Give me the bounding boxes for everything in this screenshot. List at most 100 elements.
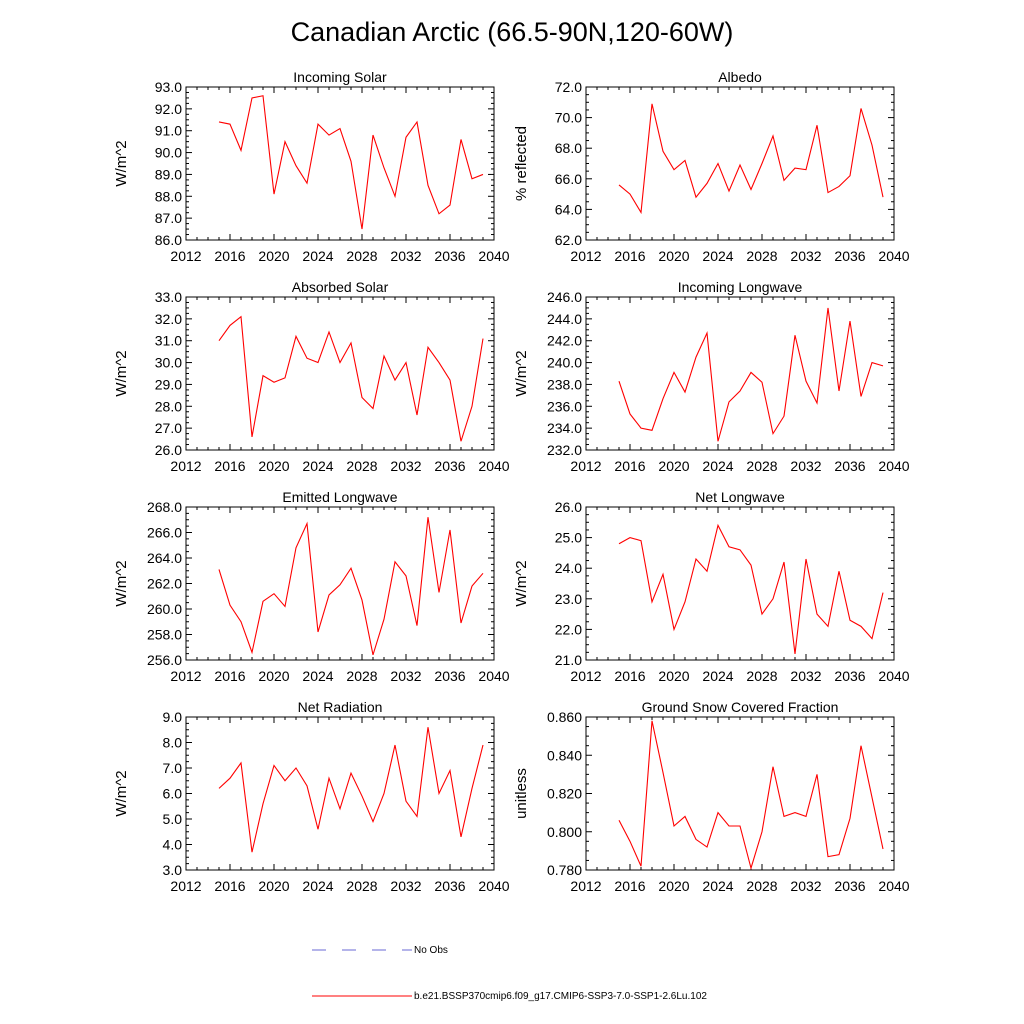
net-radiation-y-axis-label: W/m^2 <box>113 770 130 816</box>
emitted-longwave-x-tick-label: 2028 <box>346 668 377 684</box>
net-radiation-x-tick-label: 2016 <box>214 878 245 894</box>
emitted-longwave-y-tick-label: 256.0 <box>147 652 182 668</box>
panel-incoming-solar: Incoming Solar W/m^2 2012 2016 2020 2024 2028 2… <box>113 69 510 264</box>
incoming-longwave-x-tick-label: 2016 <box>614 458 645 474</box>
ground-snow-covered-fraction-title: Ground Snow Covered Fraction <box>642 699 839 715</box>
net-radiation-x-tick-label: 2024 <box>302 878 333 894</box>
emitted-longwave-x-tick-label: 2024 <box>302 668 333 684</box>
emitted-longwave-x-tick-label: 2040 <box>478 668 509 684</box>
emitted-longwave-series-line <box>218 517 484 656</box>
panel-absorbed-solar: Absorbed Solar W/m^2 2012 2016 2020 2024 2028 2… <box>113 279 510 474</box>
net-radiation-x-tick-label: 2020 <box>258 878 289 894</box>
net-longwave-y-tick-label: 21.0 <box>555 652 582 668</box>
figure-title: Canadian Arctic (66.5-90N,120-60W) <box>291 17 734 47</box>
albedo-y-tick-label: 72.0 <box>555 79 582 95</box>
emitted-longwave-x-tick-label: 2036 <box>434 668 465 684</box>
albedo-x-tick-label: 2032 <box>790 248 821 264</box>
legend-model-label: b.e21.BSSP370cmip6.f09_g17.CMIP6-SSP3-7.… <box>414 991 707 1002</box>
emitted-longwave-y-tick-label: 266.0 <box>147 525 182 541</box>
net-longwave-y-tick-label: 22.0 <box>555 621 582 637</box>
incoming-solar-y-tick-label: 92.0 <box>155 101 182 117</box>
net-radiation-y-tick-label: 8.0 <box>163 735 183 751</box>
emitted-longwave-y-tick-label: 262.0 <box>147 576 182 592</box>
incoming-solar-y-tick-label: 86.0 <box>155 232 182 248</box>
ground-snow-covered-fraction-y-tick-label: 0.800 <box>547 824 582 840</box>
net-radiation-x-tick-label: 2040 <box>478 878 509 894</box>
albedo-y-tick-label: 62.0 <box>555 232 582 248</box>
incoming-longwave-y-tick-label: 242.0 <box>547 333 582 349</box>
incoming-solar-y-tick-label: 91.0 <box>155 123 182 139</box>
absorbed-solar-y-tick-label: 31.0 <box>155 333 182 349</box>
albedo-y-tick-label: 70.0 <box>555 110 582 126</box>
net-longwave-y-tick-label: 23.0 <box>555 591 582 607</box>
net-radiation-y-tick-label: 5.0 <box>163 811 183 827</box>
absorbed-solar-y-tick-label: 27.0 <box>155 420 182 436</box>
incoming-solar-x-tick-label: 2032 <box>390 248 421 264</box>
incoming-longwave-x-tick-label: 2020 <box>658 458 689 474</box>
ground-snow-covered-fraction-y-axis-label: unitless <box>513 768 530 819</box>
net-radiation-x-tick-label: 2028 <box>346 878 377 894</box>
incoming-solar-y-tick-label: 90.0 <box>155 145 182 161</box>
incoming-longwave-y-tick-label: 234.0 <box>547 420 582 436</box>
incoming-solar-x-tick-label: 2012 <box>170 248 201 264</box>
absorbed-solar-y-tick-label: 30.0 <box>155 355 182 371</box>
net-radiation-y-tick-label: 3.0 <box>163 862 183 878</box>
incoming-solar-plot-frame <box>185 86 495 241</box>
emitted-longwave-y-tick-label: 268.0 <box>147 499 182 515</box>
absorbed-solar-series-line <box>218 315 484 442</box>
incoming-longwave-title: Incoming Longwave <box>678 279 803 295</box>
albedo-x-tick-label: 2012 <box>570 248 601 264</box>
ground-snow-covered-fraction-x-tick-label: 2032 <box>790 878 821 894</box>
incoming-longwave-x-tick-label: 2032 <box>790 458 821 474</box>
net-radiation-x-tick-label: 2036 <box>434 878 465 894</box>
incoming-solar-y-tick-label: 89.0 <box>155 166 182 182</box>
incoming-longwave-y-tick-label: 240.0 <box>547 355 582 371</box>
albedo-title: Albedo <box>718 69 762 85</box>
emitted-longwave-y-tick-label: 258.0 <box>147 627 182 643</box>
net-longwave-y-tick-label: 24.0 <box>555 560 582 576</box>
panel-albedo: Albedo % reflected 2012 2016 2020 2024 2028 203… <box>513 69 910 264</box>
net-longwave-x-tick-label: 2040 <box>878 668 909 684</box>
absorbed-solar-title: Absorbed Solar <box>292 279 389 295</box>
ground-snow-covered-fraction-y-tick-label: 0.840 <box>547 747 582 763</box>
incoming-solar-x-tick-label: 2024 <box>302 248 333 264</box>
incoming-solar-y-tick-label: 88.0 <box>155 188 182 204</box>
absorbed-solar-plot-frame <box>185 296 495 451</box>
panel-net-longwave: Net Longwave W/m^2 2012 2016 2020 2024 2028 203… <box>513 489 910 684</box>
absorbed-solar-x-tick-label: 2024 <box>302 458 333 474</box>
absorbed-solar-x-tick-label: 2020 <box>258 458 289 474</box>
incoming-solar-x-tick-label: 2040 <box>478 248 509 264</box>
net-longwave-series-line <box>618 523 884 654</box>
incoming-solar-title: Incoming Solar <box>293 69 387 85</box>
legend-no-obs-label: No Obs <box>414 945 448 956</box>
absorbed-solar-x-tick-label: 2028 <box>346 458 377 474</box>
ground-snow-covered-fraction-y-tick-label: 0.820 <box>547 786 582 802</box>
panel-net-radiation: Net Radiation W/m^2 2012 2016 2020 2024 2028 20… <box>113 699 510 894</box>
absorbed-solar-y-tick-label: 26.0 <box>155 442 182 458</box>
ground-snow-covered-fraction-x-tick-label: 2016 <box>614 878 645 894</box>
emitted-longwave-plot-frame <box>185 506 495 661</box>
albedo-y-tick-label: 64.0 <box>555 201 582 217</box>
panel-emitted-longwave: Emitted Longwave W/m^2 2012 2016 2020 2024 202… <box>113 489 510 684</box>
net-longwave-y-tick-label: 25.0 <box>555 530 582 546</box>
emitted-longwave-title: Emitted Longwave <box>282 489 397 505</box>
incoming-longwave-x-tick-label: 2040 <box>878 458 909 474</box>
ground-snow-covered-fraction-y-tick-label: 0.780 <box>547 862 582 878</box>
net-radiation-title: Net Radiation <box>298 699 383 715</box>
net-longwave-x-tick-label: 2020 <box>658 668 689 684</box>
incoming-longwave-x-tick-label: 2036 <box>834 458 865 474</box>
incoming-solar-series-line <box>218 95 484 230</box>
albedo-x-tick-label: 2036 <box>834 248 865 264</box>
incoming-longwave-x-tick-label: 2024 <box>702 458 733 474</box>
albedo-x-tick-label: 2020 <box>658 248 689 264</box>
net-longwave-title: Net Longwave <box>695 489 785 505</box>
absorbed-solar-y-tick-label: 32.0 <box>155 311 182 327</box>
absorbed-solar-x-tick-label: 2016 <box>214 458 245 474</box>
incoming-longwave-x-tick-label: 2028 <box>746 458 777 474</box>
albedo-x-tick-label: 2024 <box>702 248 733 264</box>
albedo-x-tick-label: 2028 <box>746 248 777 264</box>
ground-snow-covered-fraction-y-tick-label: 0.860 <box>547 709 582 725</box>
ground-snow-covered-fraction-x-tick-label: 2040 <box>878 878 909 894</box>
emitted-longwave-y-tick-label: 260.0 <box>147 601 182 617</box>
panel-ground-snow-covered-fraction: Ground Snow Covered Fraction unitless 2012… <box>513 699 910 894</box>
